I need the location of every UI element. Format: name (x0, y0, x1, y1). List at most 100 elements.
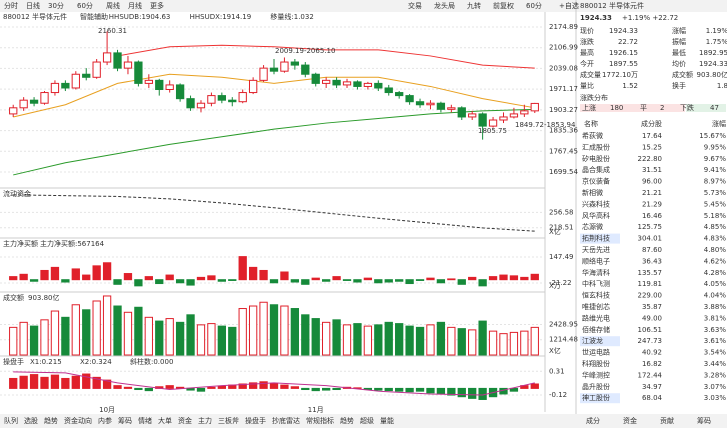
stock-change: 3.81% (704, 314, 727, 322)
toolbar-button[interactable]: +自选 (559, 1, 579, 10)
stock-name[interactable]: 华海清科 (582, 268, 610, 277)
bottom-tab[interactable]: 选股 (24, 416, 38, 425)
bottom-tab[interactable]: 大单 (158, 416, 172, 425)
side-tab[interactable]: 成分 (586, 416, 600, 425)
bar (155, 279, 164, 285)
stock-name[interactable]: 兴森科技 (582, 199, 610, 208)
toolbar-tab[interactable]: 更多 (150, 1, 164, 10)
toolbar-tab[interactable]: 分时 (4, 1, 18, 10)
bar (217, 385, 226, 389)
candle-body (436, 102, 446, 110)
stock-name[interactable]: 京仪装备 (582, 177, 610, 186)
bar (509, 331, 519, 356)
candle-body (478, 113, 487, 127)
stock-name[interactable]: 矽电股份 (582, 154, 610, 163)
toolbar-tab[interactable]: 周线 (106, 1, 120, 10)
stock-price: 49.00 (642, 314, 662, 322)
bottom-tab[interactable]: 趋势 (44, 416, 58, 425)
side-tab[interactable]: 资金 (623, 416, 637, 425)
price-annotation: 2009.19-2065.10 (275, 47, 335, 55)
toolbar-tab[interactable]: 日线 (26, 1, 40, 10)
stock-name[interactable]: 路维光电 (582, 313, 610, 322)
bar (301, 314, 310, 356)
distribution-text: 平 (640, 104, 647, 112)
candle-body (311, 73, 320, 84)
stock-name[interactable]: 芯源微 (582, 222, 603, 231)
side-tab[interactable]: 筹码 (697, 416, 711, 425)
bottom-tab[interactable]: 趋势 (340, 416, 354, 425)
candle-body (499, 116, 508, 121)
candle-body (144, 79, 153, 84)
stock-name[interactable]: 汇成股份 (582, 142, 610, 151)
bottom-tab[interactable]: 内参 (98, 416, 112, 425)
distribution-title: 涨跌分布 (580, 93, 608, 102)
bottom-tab[interactable]: 筹码 (118, 416, 132, 425)
stock-name[interactable]: 希荻微 (582, 131, 603, 140)
stock-change: 3.63% (704, 326, 727, 334)
stock-name[interactable]: 中科飞测 (582, 279, 610, 288)
toolbar-button[interactable]: 前复权 (493, 1, 514, 10)
stock-name[interactable]: 晶升股份 (582, 382, 610, 391)
toolbar-button[interactable]: 交易 (408, 1, 422, 10)
candle-body (426, 102, 435, 106)
toolbar-tab[interactable]: 月线 (128, 1, 142, 10)
stock-name[interactable]: 天岳先进 (582, 245, 610, 254)
toolbar-button[interactable]: 龙头局 (434, 1, 455, 10)
toolbar-button[interactable]: 60分 (526, 1, 542, 10)
bottom-tab[interactable]: 抄底雷达 (272, 416, 300, 425)
bar (405, 387, 414, 393)
candle-body (29, 99, 39, 104)
stock-price: 40.92 (642, 349, 662, 357)
stock-name[interactable]: 晶合集成 (582, 165, 610, 174)
toolbar-tab[interactable]: 60分 (77, 1, 93, 10)
bar (217, 325, 226, 356)
bar (457, 279, 466, 285)
bottom-tab[interactable]: 队列 (4, 416, 18, 425)
stock-change: 4.62% (704, 257, 727, 265)
stock-name[interactable]: 风华高科 (582, 211, 610, 220)
toolbar-button[interactable]: 九转 (467, 1, 481, 10)
bottom-tab[interactable]: 常规指标 (306, 416, 334, 425)
stock-price: 125.75 (638, 223, 663, 231)
stock-name[interactable]: 顺络电子 (582, 256, 610, 265)
bar (207, 386, 216, 389)
bar (488, 330, 498, 356)
stock-name[interactable]: 恒玄科技 (582, 291, 610, 300)
stock-name[interactable]: 唯捷创芯 (582, 302, 610, 311)
bar (102, 295, 112, 356)
bottom-tab[interactable]: 三板斧 (218, 416, 239, 425)
stock-name[interactable]: 新相微 (582, 188, 603, 197)
stock-name[interactable]: 华峰测控 (582, 370, 610, 379)
candle-body (61, 82, 70, 89)
toolbar-tab[interactable]: 30分 (48, 1, 64, 10)
bottom-tab[interactable]: 资金 (178, 416, 192, 425)
stock-price: 34.97 (642, 383, 662, 391)
table-header: 成分股 (641, 119, 662, 128)
stock-name[interactable]: 科翔股份 (582, 359, 610, 368)
info-label: 最高 (580, 48, 594, 57)
info-label: 现价 (580, 27, 594, 35)
candle-body (457, 107, 466, 118)
stock-name[interactable]: 拓荆科技 (582, 234, 610, 243)
info-value: 1924.33 (699, 60, 727, 68)
bar (50, 266, 60, 281)
bar (238, 383, 247, 389)
price-annotation: 1849.72-1853.94 (515, 121, 576, 129)
stock-name[interactable]: 神工股份 (582, 393, 610, 402)
table-header: 涨幅 (712, 119, 726, 128)
distribution-text: 47 (710, 104, 719, 112)
stock-price: 36.43 (642, 257, 662, 265)
stock-name[interactable]: 佰维存储 (582, 325, 610, 334)
bottom-tab[interactable]: 情绪 (138, 416, 152, 425)
stock-change: 4.05% (704, 280, 727, 288)
bottom-tab[interactable]: 超级 (360, 416, 374, 425)
bottom-tab[interactable]: 操盘手 (245, 416, 266, 425)
bottom-tab[interactable]: 资金动向 (64, 416, 92, 425)
bar (290, 308, 300, 356)
candle-body (353, 81, 362, 87)
bottom-tab[interactable]: 量能 (380, 416, 394, 425)
side-tab[interactable]: 贡献 (660, 416, 674, 425)
bottom-tab[interactable]: 主力 (198, 416, 212, 425)
stock-name[interactable]: 世运电路 (582, 348, 610, 357)
stock-name[interactable]: 江波龙 (582, 336, 603, 345)
